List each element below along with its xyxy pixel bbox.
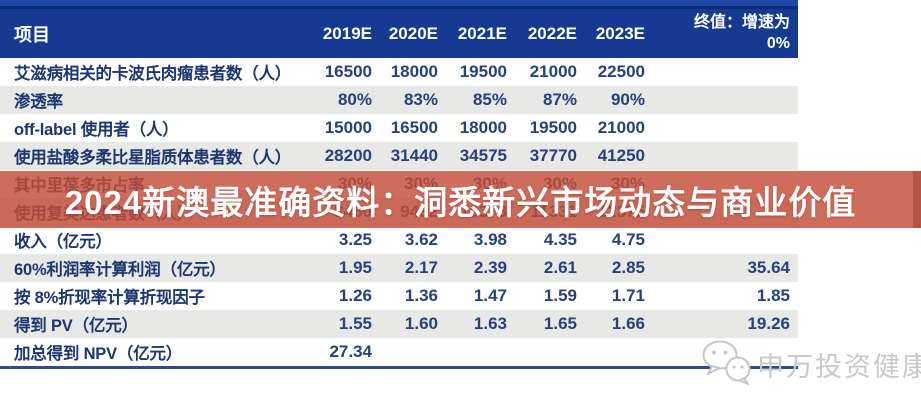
year-cell: 27.34 [329, 342, 372, 361]
year-cell: 90% [610, 90, 645, 109]
year-cell: 18000 [390, 62, 438, 81]
watermark-text: 申万投资健康 [757, 352, 921, 382]
year-cell: 1.47 [473, 286, 507, 305]
table-row: 艾滋病相关的卡波氏肉瘤患者数（人） 16500 18000 19500 21000 225… [0, 58, 798, 86]
row-label: 艾滋病相关的卡波氏肉瘤患者数（人） [14, 65, 292, 83]
year-cell: 15000 [324, 118, 372, 137]
table-row: off-label 使用者（人） 15000 16500 18000 19500 2100… [0, 114, 798, 142]
header-terminal-value: 终值：增速为 0% [645, 13, 790, 55]
header-year-2023: 2023E [595, 23, 645, 43]
year-cell: 3.62 [404, 230, 438, 249]
year-cell: 2.85 [611, 258, 645, 277]
year-cell: 1.55 [338, 314, 372, 333]
year-cell: 4.75 [611, 230, 645, 249]
terminal-cell: 1.85 [756, 286, 790, 305]
row-label: 得到 PV（亿元） [14, 317, 138, 335]
table-header-row: 项目 2019E 2020E 2021E 2022E 2023E 终值：增速为 … [0, 9, 798, 58]
year-cell: 1.71 [611, 286, 645, 305]
header-year-2019: 2019E [322, 23, 372, 43]
year-cell: 41250 [597, 146, 645, 165]
year-cell: 1.66 [611, 314, 645, 333]
year-cell: 22500 [597, 62, 645, 81]
header-label: 项目 [14, 24, 50, 45]
year-cell: 1.36 [404, 286, 438, 305]
year-cell: 83% [403, 90, 438, 109]
year-cell: 1.95 [338, 258, 372, 277]
year-cell: 3.98 [473, 230, 507, 249]
header-year-2020: 2020E [388, 23, 438, 43]
year-cell: 28200 [324, 146, 372, 165]
year-cell: 1.63 [473, 314, 507, 333]
header-terminal-line1: 终值：增速为 [693, 13, 790, 31]
year-cell: 21000 [529, 62, 577, 81]
year-cell: 18000 [459, 118, 507, 137]
year-cell: 2.61 [543, 258, 577, 277]
row-label: 渗透率 [14, 93, 63, 111]
year-cell: 2.17 [404, 258, 438, 277]
header-year-2022: 2022E [527, 23, 577, 43]
year-cell: 80% [337, 90, 372, 109]
terminal-cell: 19.26 [747, 314, 790, 333]
year-cell: 16500 [390, 118, 438, 137]
row-label: 60%利润率计算利润（亿元） [14, 261, 226, 279]
table-row: 收入（亿元） 3.25 3.62 3.98 4.35 4.75 [0, 226, 798, 254]
overlay-ad-banner: 2024新澳最准确资料：洞悉新兴市场动态与商业价值 [0, 171, 921, 228]
table-row: 得到 PV（亿元） 1.55 1.60 1.63 1.65 1.66 19.26 [0, 310, 798, 338]
table-row: 渗透率 80% 83% 85% 87% 90% [0, 86, 798, 114]
year-cell: 16500 [324, 62, 372, 81]
year-cell: 85% [472, 90, 507, 109]
row-label: off-label 使用者（人） [14, 121, 179, 139]
table-row: 使用盐酸多柔比星脂质体患者数（人） 28200 31440 34575 37770 412… [0, 142, 798, 170]
year-cell: 34575 [459, 146, 507, 165]
wechat-icon [700, 336, 754, 393]
table-row: 按 8%折现率计算折现因子 1.26 1.36 1.47 1.59 1.71 1.85 [0, 282, 798, 310]
year-cell: 19500 [459, 62, 507, 81]
row-label: 使用盐酸多柔比星脂质体患者数（人） [14, 149, 292, 167]
header-top-stripe [0, 0, 798, 6]
watermark: 申万投资健康 [700, 336, 921, 393]
year-cell: 31440 [390, 146, 438, 165]
header-terminal-line2: 0% [766, 34, 790, 52]
terminal-cell: 35.64 [747, 258, 790, 277]
year-cell: 2.39 [473, 258, 507, 277]
year-cell: 3.25 [338, 230, 372, 249]
header-divider-line [0, 6, 798, 9]
row-label: 收入（亿元） [14, 233, 112, 251]
year-cell: 19500 [529, 118, 577, 137]
table-row: 60%利润率计算利润（亿元） 1.95 2.17 2.39 2.61 2.85 35.64 [0, 254, 798, 282]
year-cell: 1.59 [543, 286, 577, 305]
year-cell: 37770 [529, 146, 577, 165]
year-cell: 21000 [597, 118, 645, 137]
header-year-2021: 2021E [457, 23, 507, 43]
year-cell: 4.35 [543, 230, 577, 249]
year-cell: 1.65 [543, 314, 577, 333]
year-cell: 1.26 [338, 286, 372, 305]
row-label: 加总得到 NPV（亿元） [14, 345, 183, 363]
overlay-ad-banner-text: 2024新澳最准确资料：洞悉新兴市场动态与商业价值 [64, 183, 857, 221]
year-cell: 1.60 [404, 314, 438, 333]
year-cell: 87% [542, 90, 577, 109]
row-label: 按 8%折现率计算折现因子 [14, 289, 205, 307]
table-row: 加总得到 NPV（亿元） 27.34 [0, 338, 798, 366]
